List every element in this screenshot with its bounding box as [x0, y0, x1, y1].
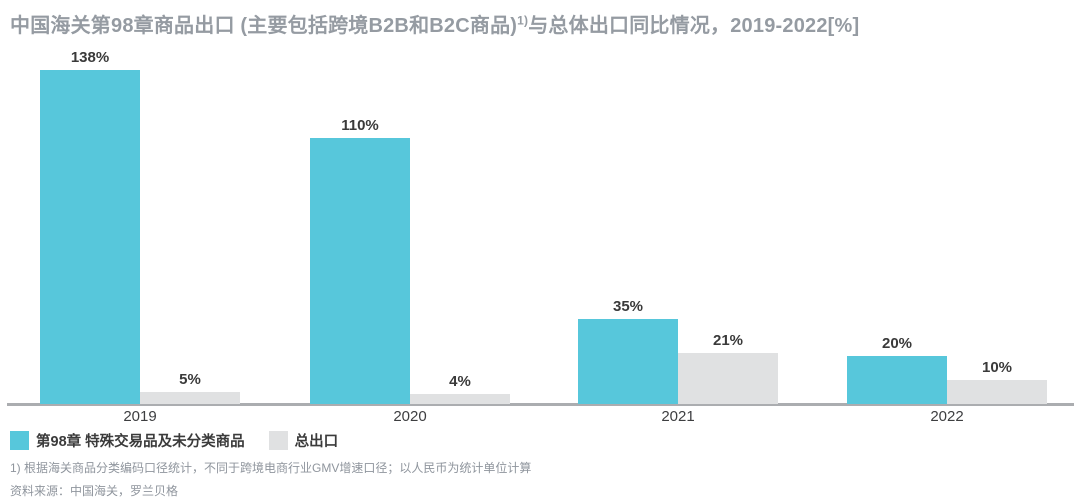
bar-series2-2021: [678, 353, 778, 404]
bar-group-2020: 110% 4%: [310, 0, 510, 406]
bar-series1-2020: [310, 138, 410, 404]
bar-chart-plot: 138% 5% 110% 4% 35% 21% 20% 10%: [7, 0, 1074, 406]
bar-group-2021: 35% 21%: [578, 0, 778, 406]
bar-series1-2021: [578, 319, 678, 404]
footnote-methodology: 1) 根据海关商品分类编码口径统计，不同于跨境电商行业GMV增速口径；以人民币为…: [10, 461, 532, 475]
chart-title-footnote-marker: 1): [517, 13, 529, 28]
bar-series1-2019: [40, 70, 140, 404]
value-label-series1-2021: 35%: [612, 298, 644, 315]
legend-swatch-chapter98: [10, 430, 29, 450]
x-axis-label-2021: 2021: [661, 408, 695, 425]
bar-group-2019: 138% 5%: [40, 0, 240, 406]
legend-swatch-total-export: [268, 430, 288, 450]
chart-title-rest: 与总体出口同比情况，2019-2022[%]: [528, 15, 860, 37]
value-label-series1-2019: 138%: [70, 49, 110, 66]
x-axis-line: [7, 403, 1074, 406]
x-axis-label-2019: 2019: [123, 408, 157, 425]
value-label-series2-2021: 21%: [712, 332, 744, 349]
value-label-series2-2022: 10%: [981, 359, 1013, 376]
bar-series1-2022: [847, 356, 947, 404]
bar-series2-2022: [947, 380, 1047, 404]
legend-label-chapter98: 第98章 特殊交易品及未分类商品: [36, 433, 245, 450]
chart-title-main: 中国海关第98章商品出口 (主要包括跨境B2B和B2C商品): [10, 15, 518, 37]
value-label-series2-2019: 5%: [179, 371, 201, 388]
chart-legend: 第98章 特殊交易品及未分类商品 总出口: [10, 430, 338, 450]
value-label-series1-2022: 20%: [881, 335, 913, 352]
footnotes: 1) 根据海关商品分类编码口径统计，不同于跨境电商行业GMV增速口径；以人民币为…: [10, 457, 531, 500]
bar-series2-2020: [410, 394, 510, 404]
x-axis-label-2022: 2022: [930, 408, 964, 425]
bar-series2-2019: [140, 392, 240, 404]
value-label-series2-2020: 4%: [449, 373, 471, 390]
bar-group-2022: 20% 10%: [847, 0, 1047, 406]
legend-label-total-export: 总出口: [294, 433, 339, 450]
x-axis-label-2020: 2020: [393, 408, 427, 425]
chart-title: 中国海关第98章商品出口 (主要包括跨境B2B和B2C商品)1)与总体出口同比情…: [10, 9, 859, 38]
footnote-source: 资料来源：中国海关，罗兰贝格: [10, 484, 179, 498]
value-label-series1-2020: 110%: [341, 117, 379, 134]
